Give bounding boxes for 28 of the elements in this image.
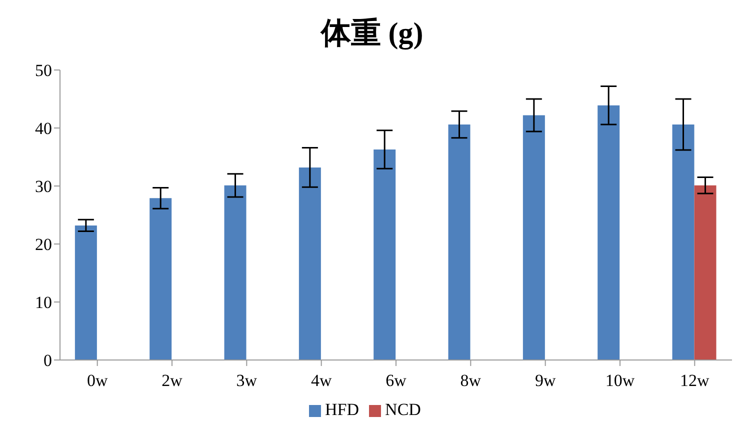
y-tick-label: 10 bbox=[35, 293, 52, 312]
bar bbox=[694, 185, 716, 360]
chart-title: 体重 (g) bbox=[319, 16, 424, 52]
x-tick-label: 10w bbox=[605, 371, 636, 390]
y-tick-label: 0 bbox=[44, 351, 52, 370]
y-tick-label: 40 bbox=[35, 119, 52, 138]
x-tick-label: 6w bbox=[386, 371, 408, 390]
bar bbox=[374, 149, 396, 360]
bar bbox=[150, 198, 172, 360]
bar bbox=[672, 124, 694, 360]
bar bbox=[224, 185, 246, 360]
bar bbox=[598, 105, 620, 360]
y-tick-label: 20 bbox=[35, 235, 52, 254]
y-tick-label: 50 bbox=[35, 61, 52, 80]
x-tick-label: 12w bbox=[680, 371, 710, 390]
legend-label: NCD bbox=[385, 400, 421, 419]
legend-label: HFD bbox=[325, 400, 360, 419]
x-tick-label: 2w bbox=[162, 371, 184, 390]
x-tick-label: 3w bbox=[236, 371, 258, 390]
bar bbox=[522, 115, 545, 360]
x-tick-label: 8w bbox=[460, 371, 482, 390]
bar bbox=[448, 124, 470, 360]
x-tick-label: 0w bbox=[86, 371, 108, 390]
bar bbox=[74, 225, 97, 360]
bar bbox=[298, 167, 321, 360]
x-tick-label: 4w bbox=[310, 371, 332, 390]
y-tick-label: 30 bbox=[35, 177, 52, 196]
x-tick-label: 9w bbox=[534, 371, 556, 390]
